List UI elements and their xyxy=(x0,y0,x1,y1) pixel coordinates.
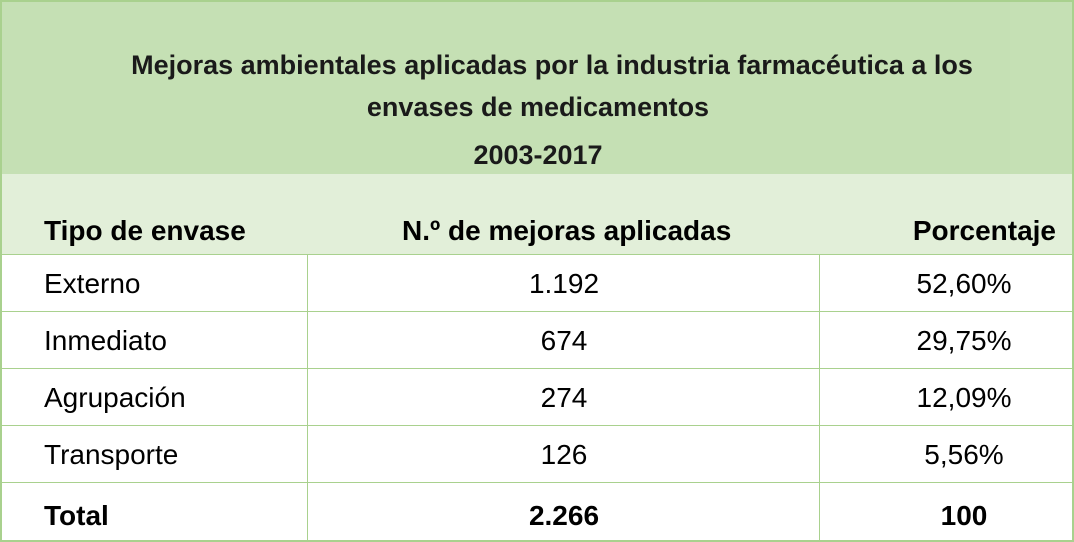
cell-tipo: Inmediato xyxy=(44,325,167,356)
header-porcentaje: Porcentaje xyxy=(912,215,1056,246)
column-divider xyxy=(307,255,308,540)
cell-porcentaje: 29,75% xyxy=(916,325,1012,356)
table-row: Inmediato 674 29,75% xyxy=(2,312,1072,369)
header-num-mejoras: N.º de mejoras aplicadas xyxy=(402,215,732,246)
cell-mejoras: 126 xyxy=(540,439,588,470)
total-porcentaje: 100 xyxy=(940,500,988,531)
table-title-line-1: Mejoras ambientales aplicadas por la ind… xyxy=(131,50,973,80)
header-tipo-envase: Tipo de envase xyxy=(44,215,246,246)
table-title-line-2: envases de medicamentos xyxy=(366,92,710,122)
cell-mejoras: 674 xyxy=(540,325,588,356)
cell-porcentaje: 52,60% xyxy=(916,268,1012,299)
table-header-row: Tipo de envase N.º de mejoras aplicadas … xyxy=(2,174,1072,255)
table-row: Externo 1.192 52,60% xyxy=(2,255,1072,312)
column-divider xyxy=(819,255,820,540)
table-total-row: Total 2.266 100 xyxy=(2,483,1072,539)
cell-mejoras: 274 xyxy=(540,382,588,413)
cell-porcentaje: 5,56% xyxy=(924,439,1004,470)
table-title-line-3: 2003-2017 xyxy=(473,140,603,170)
total-label: Total xyxy=(44,500,109,531)
table-title-band: Mejoras ambientales aplicadas por la ind… xyxy=(2,2,1072,174)
cell-tipo: Agrupación xyxy=(44,382,186,413)
cell-porcentaje: 12,09% xyxy=(916,382,1012,413)
total-mejoras: 2.266 xyxy=(528,500,600,531)
table-row: Agrupación 274 12,09% xyxy=(2,369,1072,426)
table-row: Transporte 126 5,56% xyxy=(2,426,1072,483)
cell-tipo: Externo xyxy=(44,268,141,299)
cell-mejoras: 1.192 xyxy=(528,268,600,299)
cell-tipo: Transporte xyxy=(44,439,179,470)
